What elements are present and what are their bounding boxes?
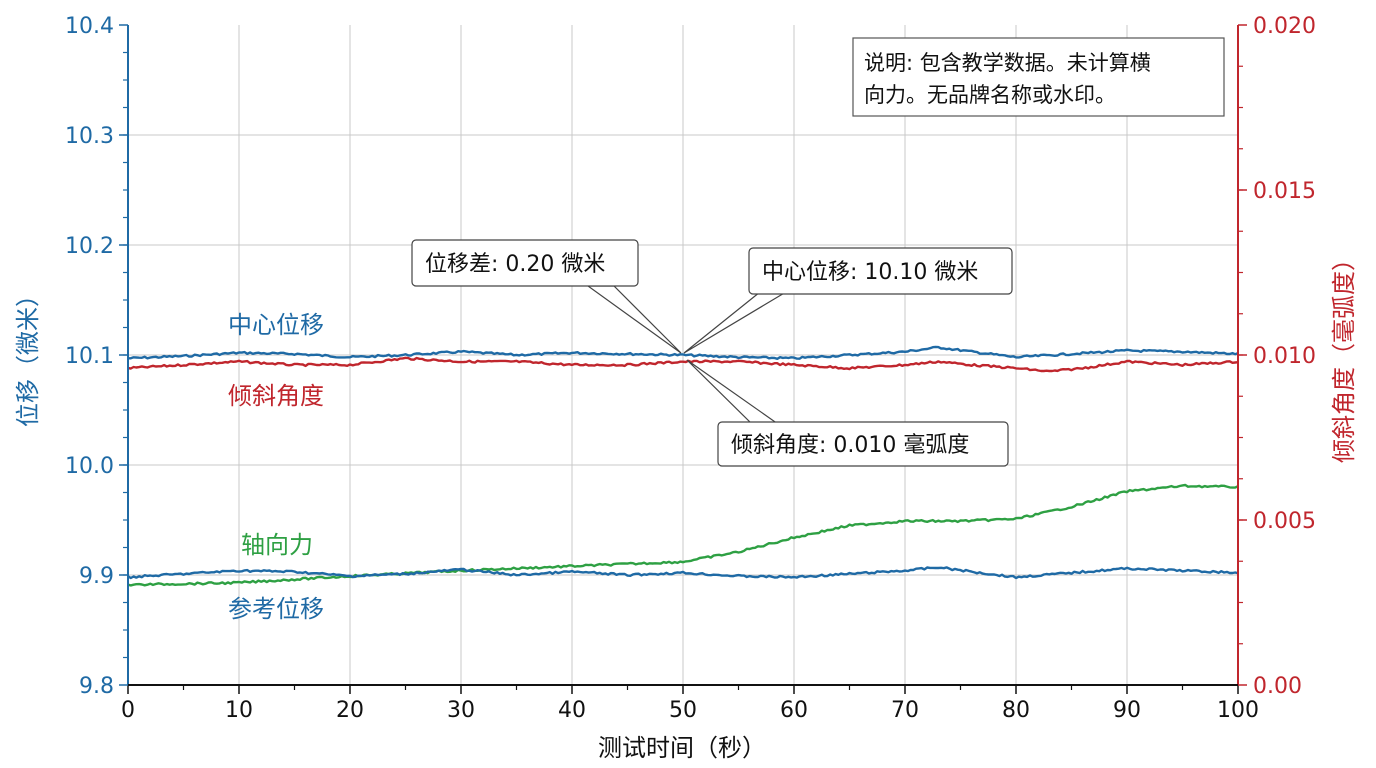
y-right-tick-label: 0.00 bbox=[1253, 674, 1302, 699]
axes: 0 10 20 30 40 50 60 70 80 90 100 9.8 9.9 10.0 10.1 10.2… bbox=[65, 14, 1316, 723]
x-tick-label: 50 bbox=[669, 698, 697, 723]
y-axis-right-title: 倾斜角度（毫弧度） bbox=[1330, 247, 1358, 463]
y-left-tick-label: 9.9 bbox=[79, 564, 114, 589]
y-axis-left-title: 位移（微米） bbox=[14, 283, 42, 427]
y-left-tick-label: 10.4 bbox=[65, 14, 114, 39]
series-label-reference: 参考位移 bbox=[228, 595, 324, 623]
x-tick-label: 30 bbox=[447, 698, 475, 723]
callout-diff-text: 位移差: 0.20 微米 bbox=[425, 252, 605, 277]
series-line-1 bbox=[127, 356, 1239, 373]
x-tick-label: 60 bbox=[780, 698, 808, 723]
callout-center-pointer bbox=[683, 291, 789, 354]
y-right-tick-label: 0.020 bbox=[1253, 14, 1316, 39]
y-left-tick-label: 10.3 bbox=[65, 124, 114, 149]
y-left-tick-label: 9.8 bbox=[79, 674, 114, 699]
y-left-tick-label: 10.2 bbox=[65, 234, 114, 259]
callout-tilt-pointer bbox=[686, 359, 780, 425]
y-left-tick-label: 10.1 bbox=[65, 344, 114, 369]
x-tick-label: 40 bbox=[558, 698, 586, 723]
callout-tilt: 倾斜角度: 0.010 毫弧度 bbox=[686, 359, 1009, 467]
y-right-tick-label: 0.010 bbox=[1253, 344, 1316, 369]
series-line-0 bbox=[128, 345, 1239, 360]
note-line-2: 向力。无品牌名称或水印。 bbox=[864, 83, 1116, 107]
x-tick-label: 100 bbox=[1217, 698, 1259, 723]
x-tick-label: 20 bbox=[336, 698, 364, 723]
callout-tilt-text: 倾斜角度: 0.010 毫弧度 bbox=[731, 433, 969, 458]
x-tick-label: 70 bbox=[891, 698, 919, 723]
series-layer bbox=[127, 345, 1239, 587]
y-right-tick-label: 0.015 bbox=[1253, 179, 1316, 204]
series-label-center: 中心位移 bbox=[228, 311, 324, 339]
callout-center: 中心位移: 10.10 微米 bbox=[683, 247, 1013, 354]
callout-diff-pointer bbox=[586, 285, 682, 354]
y-left-tick-label: 10.0 bbox=[65, 454, 114, 479]
series-line-2 bbox=[127, 483, 1239, 587]
note-box: 说明: 包含教学数据。未计算横 向力。无品牌名称或水印。 bbox=[852, 37, 1225, 117]
x-tick-label: 0 bbox=[121, 698, 135, 723]
callout-diff: 位移差: 0.20 微米 bbox=[411, 239, 682, 354]
y-right-tick-label: 0.005 bbox=[1253, 509, 1316, 534]
note-line-1: 说明: 包含教学数据。未计算横 bbox=[864, 51, 1151, 75]
callout-center-text: 中心位移: 10.10 微米 bbox=[762, 260, 978, 285]
series-line-3 bbox=[127, 566, 1239, 580]
x-axis-title: 测试时间（秒） bbox=[598, 734, 766, 762]
x-tick-label: 80 bbox=[1002, 698, 1030, 723]
x-tick-label: 90 bbox=[1113, 698, 1141, 723]
series-label-tilt: 倾斜角度 bbox=[228, 382, 324, 410]
series-label-axial: 轴向力 bbox=[241, 531, 313, 559]
x-tick-label: 10 bbox=[225, 698, 253, 723]
